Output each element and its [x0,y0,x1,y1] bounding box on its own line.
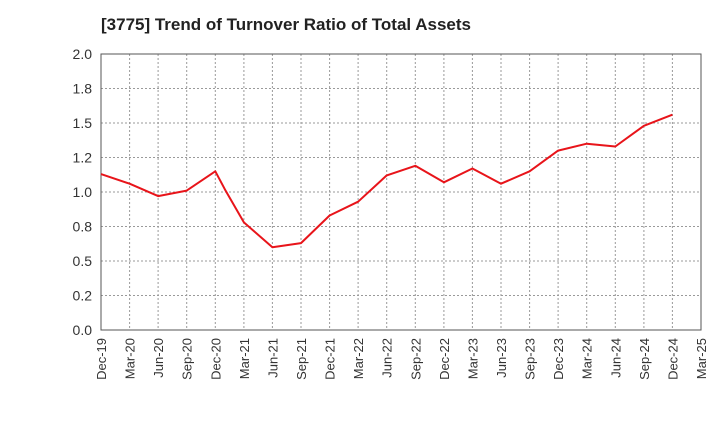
plot-area-frame [100,53,702,331]
x-tick-label: Sep-23 [523,338,538,380]
y-tick-label: 0.5 [73,253,93,269]
x-axis-tick-labels: Dec-19 Mar-20 Jun-20 Sep-20 Dec-20 Mar-21 Jun-… [94,338,709,380]
x-tick-label: Jun-24 [608,338,623,378]
y-tick-label: 1.8 [73,81,93,97]
horizontal-grid [101,53,701,331]
x-tick-label: Mar-24 [580,338,595,379]
x-tick-label: Mar-22 [351,338,366,379]
x-tick-label: Mar-25 [694,338,709,379]
x-tick-label: Dec-21 [323,338,338,380]
x-tick-label: Mar-23 [465,338,480,379]
x-tick-label: Jun-23 [494,338,509,378]
x-tick-label: Jun-21 [265,338,280,378]
x-tick-label: Dec-19 [94,338,109,380]
y-tick-label: 0.0 [73,322,93,338]
y-tick-label: 2.0 [73,46,93,62]
y-tick-label: 1.2 [73,150,93,166]
x-tick-label: Mar-21 [237,338,252,379]
y-axis-tick-labels: 0.0 0.2 0.5 0.8 1.0 1.2 1.5 1.8 2.0 [73,46,93,338]
x-tick-label: Jun-22 [380,338,395,378]
y-tick-label: 1.0 [73,184,93,200]
chart-title: [3775] Trend of Turnover Ratio of Total … [101,15,471,34]
x-tick-label: Sep-24 [637,338,652,380]
y-tick-label: 0.2 [73,288,93,304]
x-tick-label: Sep-22 [408,338,423,380]
series-layer [100,113,673,249]
series-line [100,113,673,249]
y-tick-label: 0.8 [73,219,93,235]
x-tick-label: Dec-20 [208,338,223,380]
x-tick-label: Sep-21 [294,338,309,380]
x-tick-label: Sep-20 [180,338,195,380]
x-tick-label: Mar-20 [123,338,138,379]
x-tick-label: Dec-23 [551,338,566,380]
x-tick-label: Jun-20 [151,338,166,378]
x-tick-label: Dec-24 [665,338,680,380]
y-tick-label: 1.5 [73,115,93,131]
x-tick-label: Dec-22 [437,338,452,380]
